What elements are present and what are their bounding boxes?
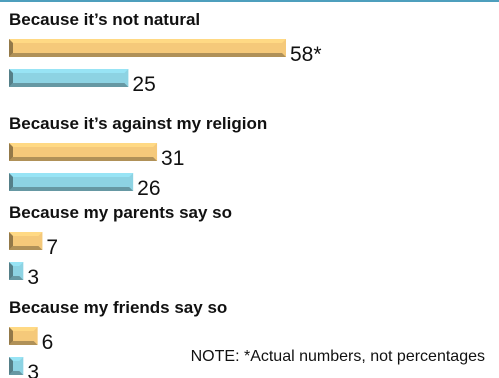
- category-label: Because it’s against my religion: [9, 114, 267, 133]
- bar-bevel-bottom: [9, 53, 286, 57]
- bar-bevel-top: [9, 173, 134, 177]
- bar-bevel-left: [9, 69, 13, 87]
- bar-value-label: 7: [46, 236, 58, 259]
- bar-bevel-bottom: [9, 187, 134, 191]
- bar: [9, 232, 43, 250]
- bar: [9, 327, 38, 345]
- bar: [9, 69, 129, 87]
- bar-bevel-bottom: [9, 246, 43, 250]
- bar-value-label: 25: [132, 73, 155, 96]
- bar-bevel-top: [9, 327, 38, 331]
- bar-bevel-bottom: [9, 371, 24, 375]
- bar: [9, 39, 286, 57]
- bar-value-label: 3: [27, 361, 39, 378]
- category-label: Because it’s not natural: [9, 10, 200, 29]
- bar-bevel-bottom: [9, 83, 129, 87]
- bar-bevel-bottom: [9, 276, 24, 280]
- bar-bevel-bottom: [9, 157, 158, 161]
- bar: [9, 143, 158, 161]
- bar-bevel-left: [9, 39, 13, 57]
- bar-bevel-bottom: [9, 341, 38, 345]
- bar-bevel-top: [9, 262, 24, 266]
- bar-value-label: 31: [161, 147, 184, 170]
- bar: [9, 173, 134, 191]
- category-label: Because my friends say so: [9, 298, 227, 317]
- bar-bevel-left: [9, 262, 13, 280]
- bar-bevel-top: [9, 39, 286, 43]
- top-rule: [0, 0, 499, 2]
- bar-bevel-top: [9, 69, 129, 73]
- bar-bevel-left: [9, 143, 13, 161]
- category-label: Because my parents say so: [9, 203, 232, 222]
- bar-bevel-left: [9, 357, 13, 375]
- bar-bevel-left: [9, 327, 13, 345]
- bar-value-label: 3: [27, 266, 39, 289]
- bar-bevel-left: [9, 173, 13, 191]
- bar-bevel-top: [9, 357, 24, 361]
- bar-value-label: 6: [42, 331, 54, 354]
- bar-value-label: 58*: [290, 43, 322, 66]
- chart-note: NOTE: *Actual numbers, not percentages: [190, 348, 485, 365]
- bar-bevel-left: [9, 232, 13, 250]
- bar-bevel-top: [9, 232, 43, 236]
- bar-bevel-top: [9, 143, 158, 147]
- bar-value-label: 26: [137, 177, 160, 200]
